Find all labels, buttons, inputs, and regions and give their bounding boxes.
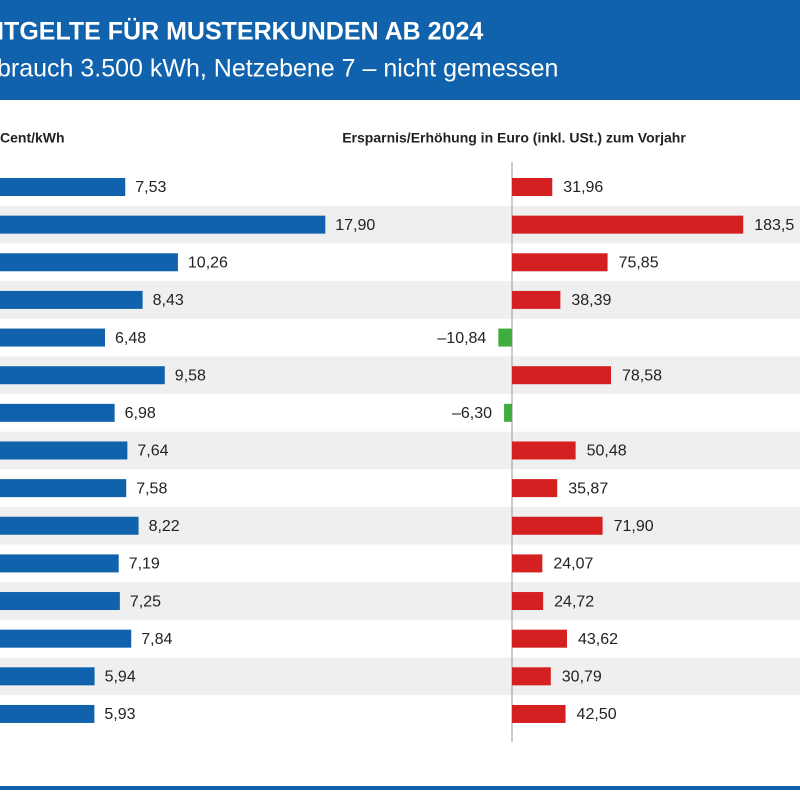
value-label: 9,58 [175,367,206,384]
bar [512,290,561,309]
value-label: 71,90 [614,518,654,535]
bar [512,516,603,535]
bar [512,178,553,196]
value-label: 50,48 [587,443,627,460]
value-label: 5,94 [105,669,136,686]
bar [0,366,165,385]
bar [0,592,120,611]
value-label: 10,26 [188,254,228,271]
row-band [0,657,800,696]
footer-line [0,786,800,790]
bar [0,629,132,648]
value-label: 7,53 [135,179,166,196]
value-label: 24,72 [554,593,594,610]
bar [512,554,543,573]
value-label: 7,19 [129,556,160,573]
value-label: 75,85 [619,254,659,271]
bar [0,479,127,498]
value-label: 78,58 [622,367,662,384]
bar [512,667,551,686]
value-label: 5,93 [104,706,135,723]
bar [0,667,95,686]
bar [0,253,178,272]
value-label: 8,43 [153,292,184,309]
bar [0,178,126,196]
bar [504,403,512,422]
header-band [0,0,800,100]
value-label: 42,50 [577,706,617,723]
bar [0,554,119,573]
bar [512,592,544,611]
value-label: 38,39 [571,292,611,309]
value-label: 31,96 [563,179,603,196]
bar [512,253,608,272]
bar [0,441,128,460]
value-label: 30,79 [562,669,602,686]
value-label: 35,87 [568,480,608,497]
value-label: 6,98 [125,405,156,422]
value-label: 17,90 [335,217,375,234]
right-axis-label: Ersparnis/Erhöhung in Euro (inkl. USt.) … [342,130,686,146]
left-axis-label: Cent/kWh [0,130,65,146]
value-label: 7,64 [137,443,168,460]
bar [498,328,512,347]
value-label: 24,07 [553,556,593,573]
bar [0,704,95,723]
value-label: –10,84 [437,330,486,347]
value-label: –6,30 [452,405,492,422]
bar [512,366,612,385]
value-label: 7,84 [141,631,172,648]
value-label: 183,5 [754,217,794,234]
value-label: 6,48 [115,330,146,347]
bar [0,328,105,347]
bar [0,215,326,234]
bar [512,215,744,234]
row-band [0,431,800,470]
bar [0,403,115,422]
subtitle: brauch 3.500 kWh, Netzebene 7 – nicht ge… [0,55,558,83]
bar [512,629,567,648]
bar [0,516,139,535]
bar [512,441,576,460]
value-label: 8,22 [149,518,180,535]
value-label: 43,62 [578,631,618,648]
bar [512,704,566,723]
row-band [0,582,800,620]
title: NTGELTE FÜR MUSTERKUNDEN AB 2024 [0,17,483,46]
bar [512,479,558,498]
value-label: 7,58 [136,480,167,497]
bar [0,290,143,309]
value-label: 7,25 [130,593,161,610]
